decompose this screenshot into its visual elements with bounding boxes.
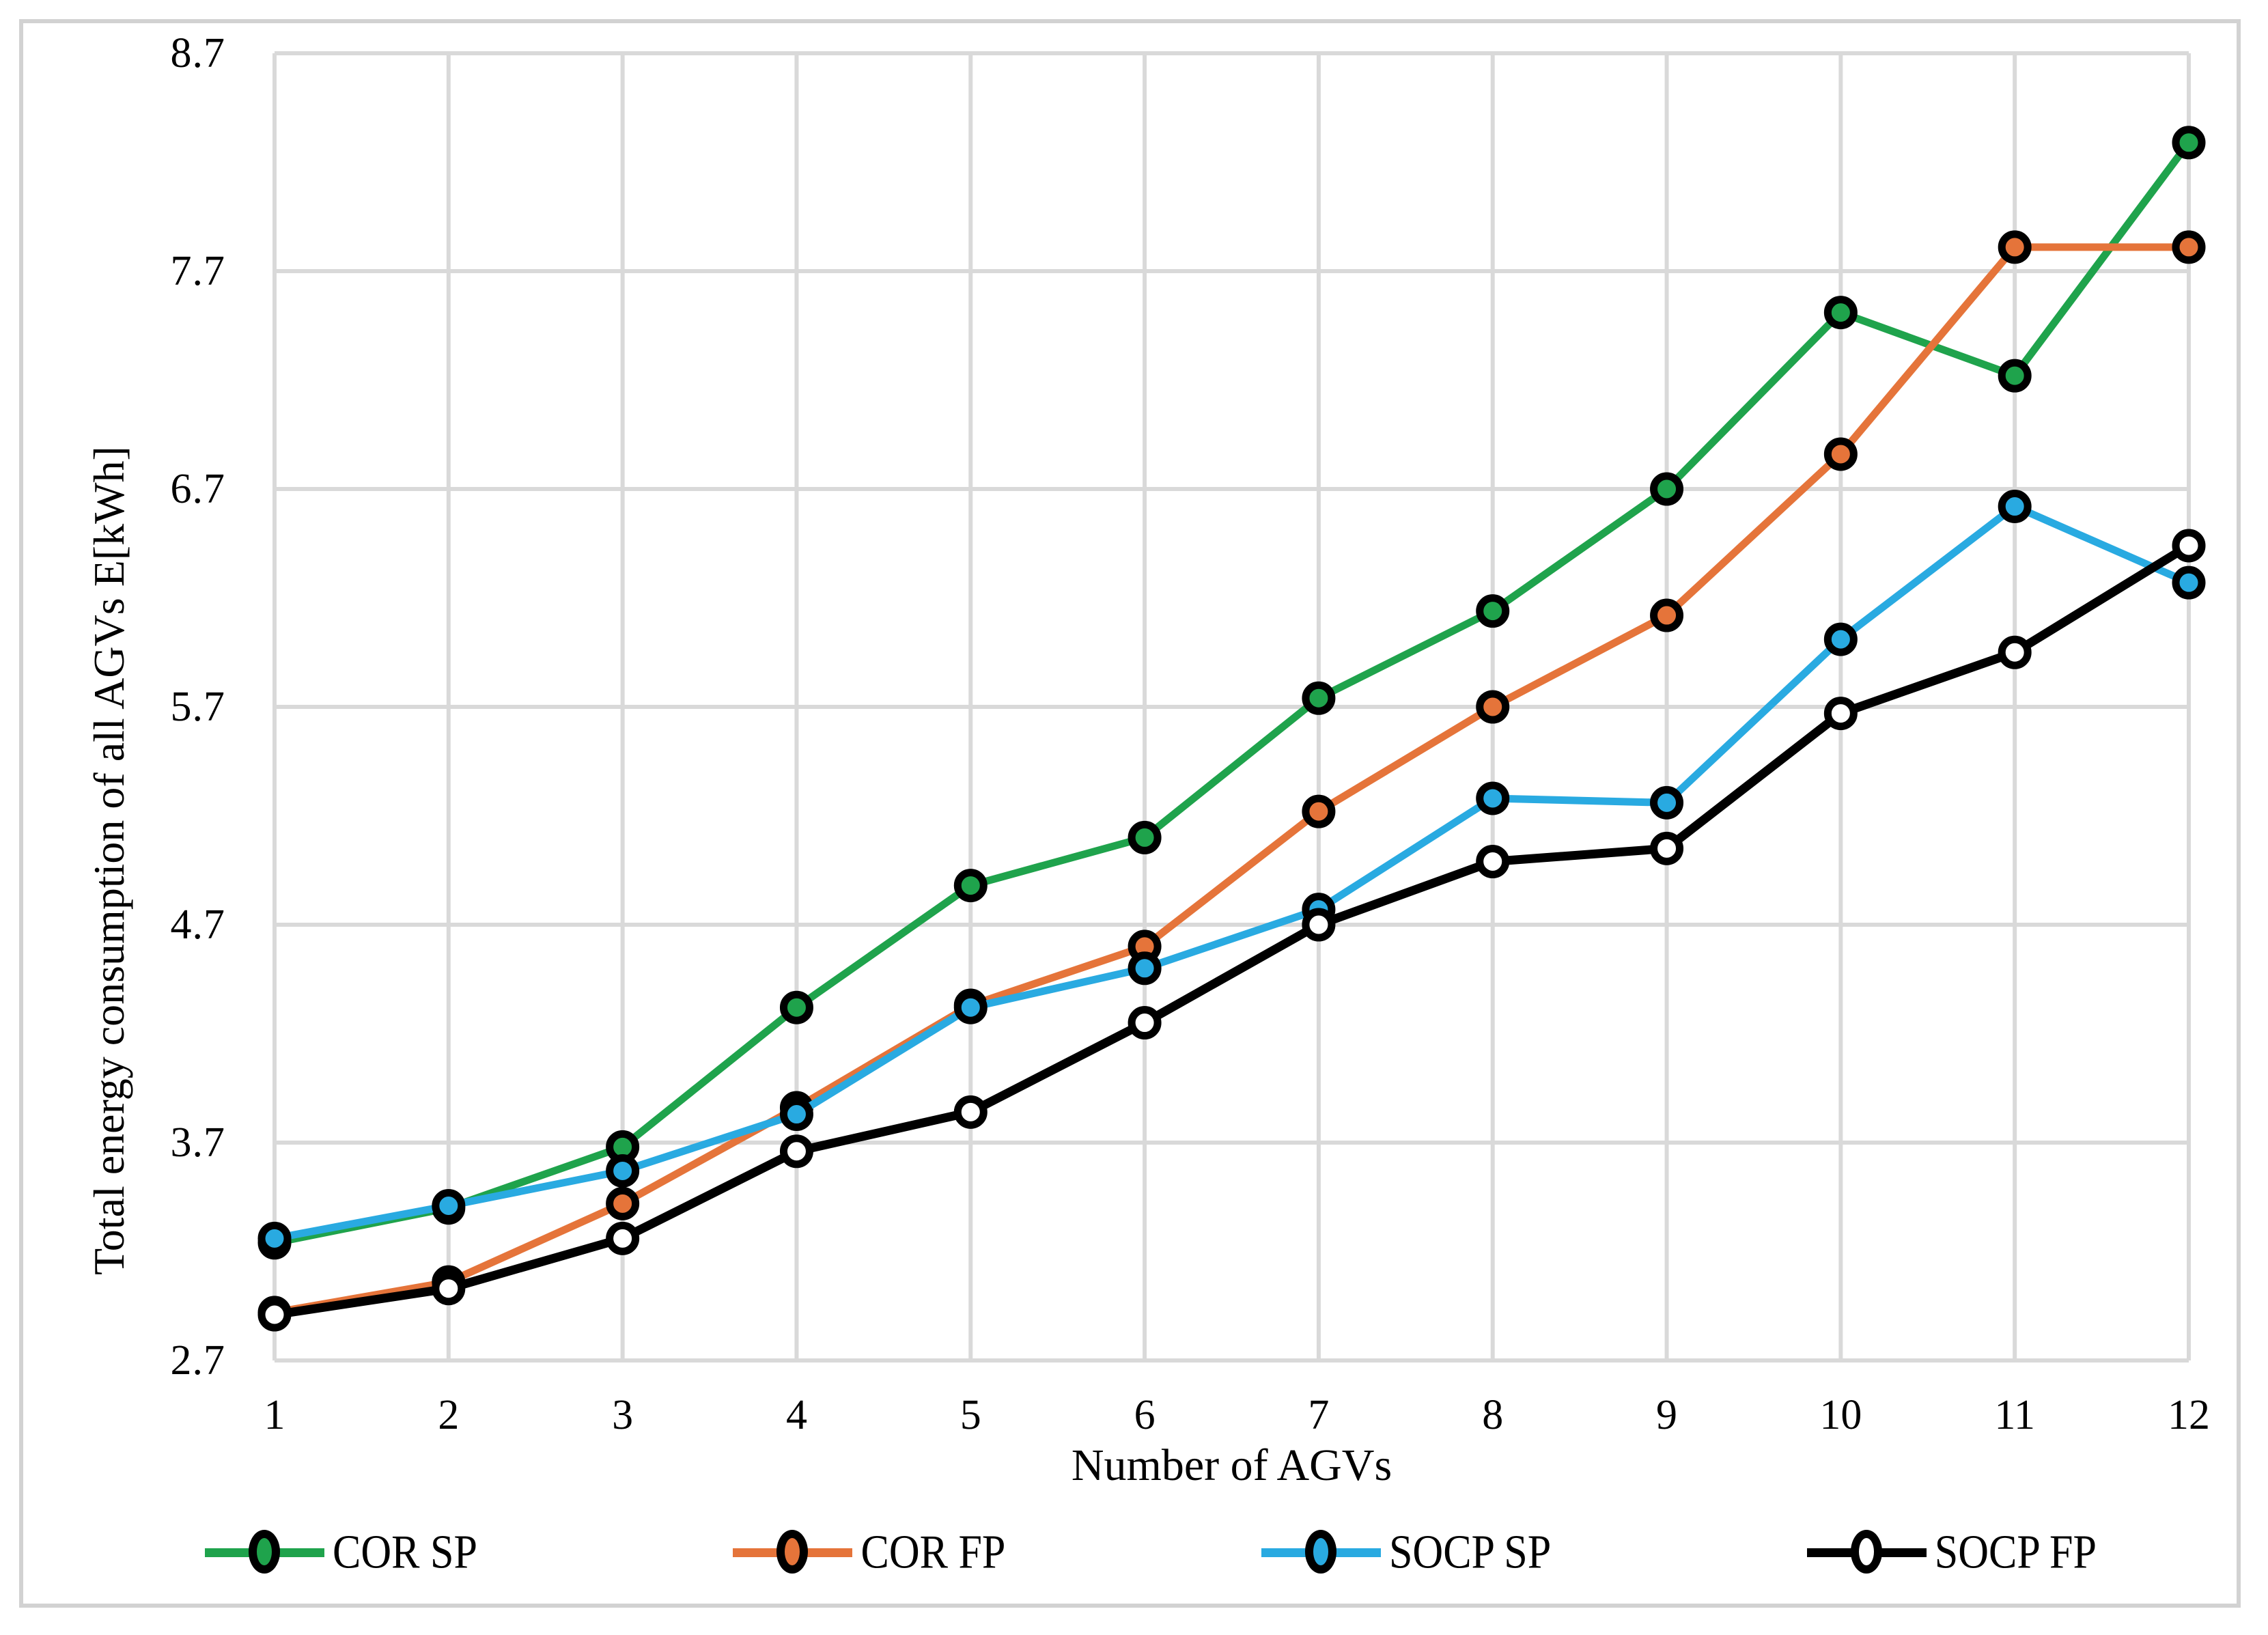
data-point-marker	[1650, 472, 1684, 506]
data-point-marker	[1650, 598, 1684, 632]
socp-fp-line-marker-icon	[1806, 1522, 1927, 1583]
data-point-marker	[432, 1189, 466, 1223]
y-tick-label: 8.7	[170, 30, 225, 76]
data-point-marker	[1476, 594, 1510, 628]
legend-item-cor-fp: COR FP	[733, 1522, 1005, 1583]
data-point-marker	[257, 1298, 292, 1332]
data-point-marker	[2172, 230, 2206, 264]
x-tick-label: 2	[438, 1392, 460, 1438]
x-tick-label: 3	[612, 1392, 634, 1438]
x-tick-label: 9	[1656, 1392, 1678, 1438]
data-point-marker	[1302, 794, 1336, 828]
data-point-marker	[1998, 230, 2032, 264]
data-point-marker	[257, 1221, 292, 1255]
data-point-marker	[779, 1098, 813, 1132]
data-point-marker	[1998, 635, 2032, 669]
data-point-marker	[1650, 785, 1684, 820]
cor-sp-line-marker-icon	[205, 1522, 324, 1583]
y-tick-label: 3.7	[170, 1119, 225, 1166]
socp-sp-line-marker-icon	[1261, 1522, 1381, 1583]
data-point-marker	[1128, 820, 1162, 854]
y-tick-label: 5.7	[170, 684, 225, 730]
y-tick-label: 7.7	[170, 248, 225, 294]
x-tick-label: 5	[960, 1392, 981, 1438]
series-line-socp-fp	[274, 542, 2192, 1319]
data-point-marker	[1476, 844, 1510, 878]
data-point-marker	[1128, 1006, 1162, 1040]
data-point-marker	[953, 990, 988, 1024]
data-point-marker	[2172, 565, 2206, 600]
data-point-marker	[1823, 697, 1858, 731]
figure-border	[19, 19, 2241, 1608]
data-point-marker	[2172, 126, 2206, 160]
data-point-marker	[1302, 908, 1336, 942]
data-point-marker	[779, 1134, 813, 1169]
x-tick-label: 8	[1482, 1392, 1504, 1438]
y-tick-label: 2.7	[170, 1337, 225, 1384]
data-point-marker	[953, 1095, 988, 1129]
data-point-marker	[1823, 437, 1858, 471]
legend: COR SP COR FP SOCP SP SOCP FP	[205, 1515, 2097, 1590]
data-point-marker	[2172, 529, 2206, 563]
data-point-marker	[1650, 831, 1684, 865]
y-axis-title: Total energy consumption of all AGVs E[k…	[85, 446, 133, 1275]
legend-label: COR SP	[333, 1526, 477, 1578]
y-tick-label: 4.7	[170, 902, 225, 948]
data-point-marker	[779, 990, 813, 1024]
x-tick-label: 4	[785, 1392, 807, 1438]
legend-item-socp-sp: SOCP SP	[1261, 1522, 1551, 1583]
series-line-socp-sp	[273, 503, 2191, 1242]
data-point-marker	[606, 1221, 640, 1255]
data-point-marker	[1476, 690, 1510, 724]
series-line-cor-fp	[274, 243, 2189, 1317]
data-point-marker	[1998, 490, 2032, 524]
x-tick-label: 6	[1134, 1392, 1156, 1438]
x-axis-title: Number of AGVs	[1071, 1440, 1392, 1490]
legend-item-cor-sp: COR SP	[205, 1522, 477, 1583]
y-tick-label: 6.7	[170, 466, 225, 512]
legend-item-socp-fp: SOCP FP	[1806, 1522, 2097, 1583]
data-point-marker	[1998, 359, 2032, 393]
series-line-cor-sp	[273, 140, 2192, 1247]
x-tick-label: 10	[1819, 1392, 1862, 1438]
data-point-marker	[432, 1272, 466, 1306]
data-point-marker	[1823, 296, 1858, 330]
x-tick-label: 1	[264, 1392, 285, 1438]
data-point-marker	[606, 1186, 640, 1220]
data-point-marker	[1128, 951, 1162, 986]
data-point-marker	[1302, 681, 1336, 715]
x-tick-label: 7	[1308, 1392, 1330, 1438]
cor-fp-line-marker-icon	[733, 1522, 853, 1583]
legend-label: SOCP SP	[1388, 1526, 1552, 1578]
x-tick-label: 12	[2168, 1392, 2210, 1438]
x-tick-label: 11	[1994, 1392, 2036, 1438]
legend-label: SOCP FP	[1934, 1526, 2097, 1578]
data-point-marker	[1476, 781, 1510, 815]
legend-label: COR FP	[860, 1526, 1006, 1578]
data-point-marker	[606, 1154, 640, 1188]
data-point-marker	[1823, 622, 1858, 656]
data-point-marker	[953, 869, 988, 903]
